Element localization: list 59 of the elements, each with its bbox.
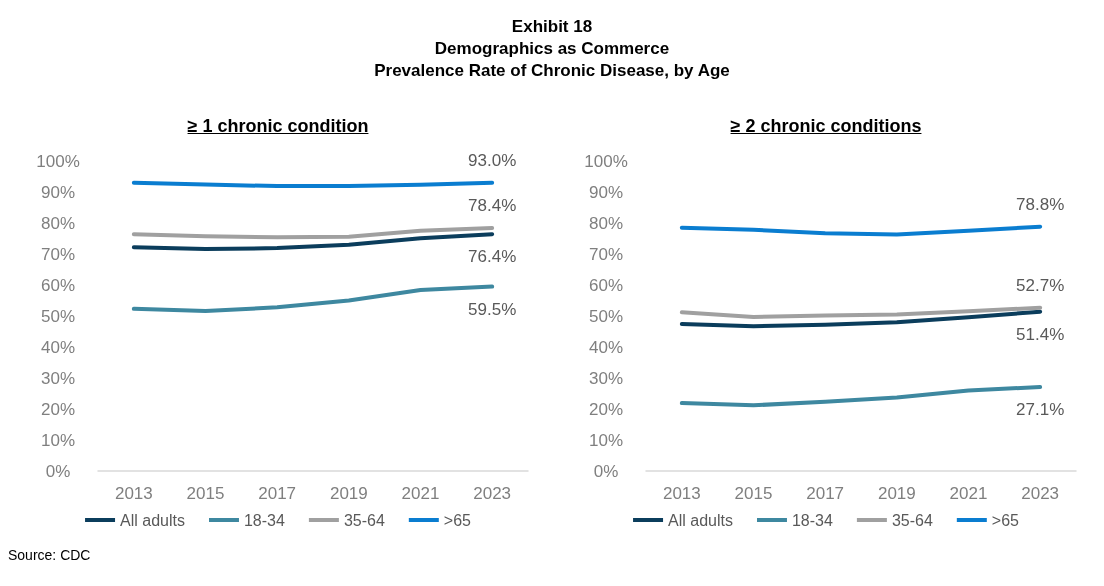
y-tick-label: 100% xyxy=(584,151,628,171)
x-tick-label: 2023 xyxy=(473,484,512,503)
legend-label: All adults xyxy=(668,511,733,529)
y-tick-label: 0% xyxy=(593,461,619,481)
y-tick-label: 80% xyxy=(40,213,76,233)
data-label: 93.0% xyxy=(468,150,517,170)
line-series xyxy=(679,224,1043,237)
y-tick-label: 90% xyxy=(588,182,624,202)
data-label: 51.4% xyxy=(1016,324,1065,344)
data-label: 27.1% xyxy=(1016,399,1065,419)
y-tick-label: 30% xyxy=(40,368,76,388)
legend-label: >65 xyxy=(443,511,472,529)
y-tick-label: 80% xyxy=(588,213,624,233)
x-tick-label: 2021 xyxy=(949,484,988,503)
y-tick-label: 10% xyxy=(588,430,624,450)
y-tick-label: 0% xyxy=(45,461,71,481)
y-tick-label: 40% xyxy=(40,337,76,357)
x-tick-label: 2017 xyxy=(258,484,297,503)
legend-label: 35-64 xyxy=(891,511,933,529)
x-tick-label: 2013 xyxy=(114,484,153,503)
x-tick-label: 2019 xyxy=(877,484,916,503)
y-tick-label: 90% xyxy=(40,182,76,202)
x-tick-label: 2019 xyxy=(329,484,368,503)
x-tick-label: 2015 xyxy=(186,484,225,503)
source-note: Source: CDC xyxy=(8,547,92,563)
legend-label: 18-34 xyxy=(243,511,285,529)
y-tick-label: 20% xyxy=(40,399,76,419)
legend-label: 18-34 xyxy=(791,511,833,529)
x-tick-label: 2013 xyxy=(662,484,701,503)
x-tick-label: 2021 xyxy=(401,484,440,503)
y-tick-label: 60% xyxy=(588,275,624,295)
y-tick-label: 40% xyxy=(588,337,624,357)
data-label: 78.8% xyxy=(1016,194,1065,214)
x-tick-label: 2015 xyxy=(734,484,773,503)
data-label: 76.4% xyxy=(468,247,517,267)
legend-label: All adults xyxy=(120,511,185,529)
chart-title: Exhibit 18 Demographics as Commerce Prevalence Rate of Chronic Disease, by Age xyxy=(373,16,731,82)
y-tick-label: 100% xyxy=(36,151,80,171)
line-series xyxy=(679,309,1043,329)
y-tick-label: 70% xyxy=(588,244,624,264)
line-series xyxy=(679,305,1043,319)
y-tick-label: 10% xyxy=(40,430,76,450)
y-tick-label: 30% xyxy=(588,368,624,388)
y-tick-label: 70% xyxy=(40,244,76,264)
line-series xyxy=(131,225,495,240)
data-label: 59.5% xyxy=(468,299,517,319)
data-label: 52.7% xyxy=(1016,275,1065,295)
line-series xyxy=(131,232,495,252)
x-tick-label: 2023 xyxy=(1021,484,1060,503)
y-tick-label: 50% xyxy=(40,306,76,326)
data-label: 78.4% xyxy=(468,195,517,215)
x-tick-label: 2017 xyxy=(806,484,845,503)
y-tick-label: 20% xyxy=(588,399,624,419)
y-tick-label: 50% xyxy=(588,306,624,326)
legend-label: >65 xyxy=(991,511,1020,529)
legend-label: 35-64 xyxy=(343,511,385,529)
chart-subtitle: ≥ 1 chronic condition xyxy=(186,116,370,137)
y-tick-label: 60% xyxy=(40,275,76,295)
chart-subtitle: ≥ 2 chronic conditions xyxy=(729,116,923,137)
